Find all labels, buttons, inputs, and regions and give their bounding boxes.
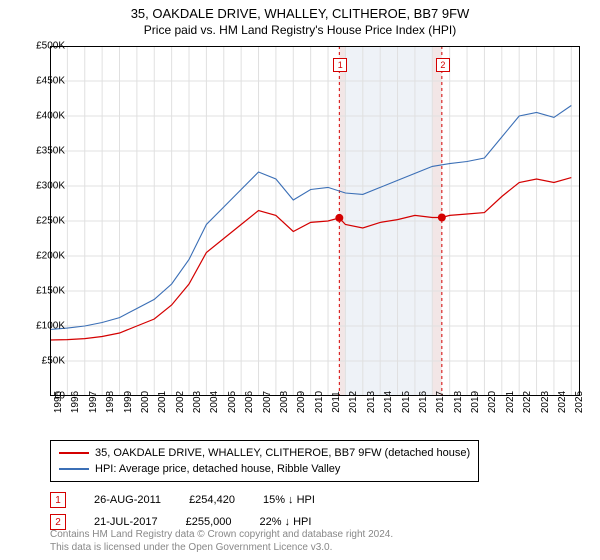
x-tick-label: 2023 (540, 391, 551, 413)
legend-swatch-property (59, 452, 89, 454)
x-tick-label: 2024 (557, 391, 568, 413)
transaction-price-1: £254,420 (189, 494, 235, 506)
y-tick-label: £300K (23, 181, 65, 192)
x-tick-label: 2022 (522, 391, 533, 413)
x-tick-label: 1996 (70, 391, 81, 413)
transaction-delta-1: 15% ↓ HPI (263, 494, 315, 506)
x-tick-label: 1995 (53, 391, 64, 413)
transaction-price-2: £255,000 (186, 516, 232, 528)
x-tick-label: 2018 (453, 391, 464, 413)
x-tick-label: 2002 (175, 391, 186, 413)
x-tick-label: 2019 (470, 391, 481, 413)
x-tick-label: 1997 (88, 391, 99, 413)
y-tick-label: £400K (23, 111, 65, 122)
y-tick-label: £150K (23, 286, 65, 297)
x-tick-label: 2007 (262, 391, 273, 413)
x-tick-label: 2015 (401, 391, 412, 413)
transaction-marker-1: 1 (50, 492, 66, 508)
x-tick-label: 2016 (418, 391, 429, 413)
x-tick-label: 2017 (435, 391, 446, 413)
transaction-delta-2: 22% ↓ HPI (259, 516, 311, 528)
chart-svg (50, 46, 580, 396)
transaction-table: 1 26-AUG-2011 £254,420 15% ↓ HPI 2 21-JU… (50, 492, 550, 530)
legend-swatch-hpi (59, 468, 89, 470)
x-tick-label: 2021 (505, 391, 516, 413)
legend-label-hpi: HPI: Average price, detached house, Ribb… (95, 461, 340, 477)
footer: Contains HM Land Registry data © Crown c… (50, 528, 393, 554)
x-tick-label: 2014 (383, 391, 394, 413)
legend: 35, OAKDALE DRIVE, WHALLEY, CLITHEROE, B… (50, 440, 550, 536)
x-tick-label: 2009 (296, 391, 307, 413)
footer-line-2: This data is licensed under the Open Gov… (50, 541, 393, 554)
x-tick-label: 2005 (227, 391, 238, 413)
x-tick-label: 2000 (140, 391, 151, 413)
y-tick-label: £450K (23, 76, 65, 87)
x-tick-label: 1999 (123, 391, 134, 413)
chart-container: 35, OAKDALE DRIVE, WHALLEY, CLITHEROE, B… (0, 0, 600, 560)
y-tick-label: £500K (23, 41, 65, 52)
x-tick-label: 1998 (105, 391, 116, 413)
transaction-date-1: 26-AUG-2011 (94, 494, 161, 506)
y-tick-label: £200K (23, 251, 65, 262)
x-tick-label: 2001 (157, 391, 168, 413)
x-tick-label: 2013 (366, 391, 377, 413)
x-tick-label: 2008 (279, 391, 290, 413)
chart-transaction-marker: 1 (333, 58, 347, 72)
x-tick-label: 2003 (192, 391, 203, 413)
chart-plot-area (50, 46, 580, 396)
x-tick-label: 2020 (487, 391, 498, 413)
legend-row-hpi: HPI: Average price, detached house, Ribb… (59, 461, 470, 477)
x-tick-label: 2010 (314, 391, 325, 413)
y-tick-label: £100K (23, 321, 65, 332)
x-tick-label: 2011 (331, 391, 342, 413)
x-tick-label: 2006 (244, 391, 255, 413)
chart-subtitle: Price paid vs. HM Land Registry's House … (0, 21, 600, 37)
chart-title: 35, OAKDALE DRIVE, WHALLEY, CLITHEROE, B… (0, 0, 600, 21)
x-tick-label: 2025 (574, 391, 585, 413)
footer-line-1: Contains HM Land Registry data © Crown c… (50, 528, 393, 541)
chart-transaction-marker: 2 (436, 58, 450, 72)
legend-frame: 35, OAKDALE DRIVE, WHALLEY, CLITHEROE, B… (50, 440, 479, 482)
transaction-row-1: 1 26-AUG-2011 £254,420 15% ↓ HPI (50, 492, 550, 508)
y-tick-label: £50K (23, 356, 65, 367)
y-tick-label: £250K (23, 216, 65, 227)
x-tick-label: 2004 (209, 391, 220, 413)
legend-label-property: 35, OAKDALE DRIVE, WHALLEY, CLITHEROE, B… (95, 445, 470, 461)
legend-row-property: 35, OAKDALE DRIVE, WHALLEY, CLITHEROE, B… (59, 445, 470, 461)
transaction-date-2: 21-JUL-2017 (94, 516, 158, 528)
x-tick-label: 2012 (348, 391, 359, 413)
y-tick-label: £350K (23, 146, 65, 157)
